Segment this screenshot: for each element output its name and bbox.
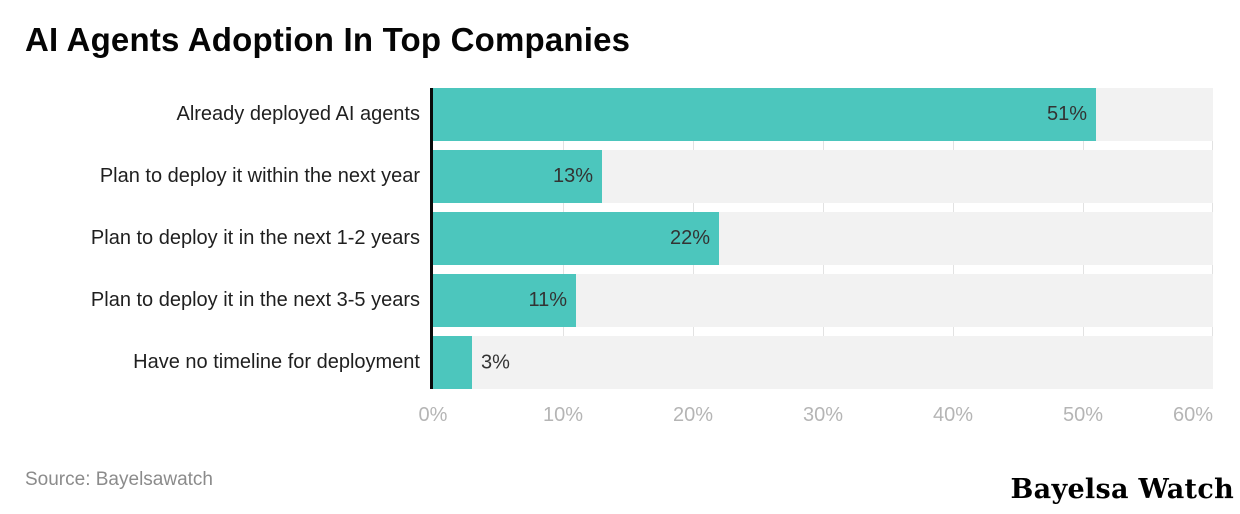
value-label: 11%	[528, 289, 567, 311]
category-label: Already deployed AI agents	[176, 103, 420, 125]
category-axis: Already deployed AI agents Plan to deplo…	[0, 88, 420, 389]
value-label: 3%	[481, 351, 510, 373]
value-label: 51%	[1046, 103, 1087, 125]
value-label: 22%	[669, 227, 710, 249]
value-label: 13%	[552, 165, 593, 187]
x-tick-label: 0%	[418, 404, 448, 426]
x-axis: 0% 10% 20% 30% 40% 50% 60%	[419, 404, 1213, 428]
bar: 51%	[433, 88, 1096, 141]
x-tick-label: 50%	[1062, 404, 1104, 426]
bar-track: 3%	[433, 336, 1213, 389]
bar-track: 11%	[433, 274, 1213, 327]
bar-track: 22%	[433, 212, 1213, 265]
bar-track: 51%	[433, 88, 1213, 141]
x-tick-label: 10%	[542, 404, 584, 426]
bar: 11%	[433, 274, 576, 327]
x-tick-label: 40%	[932, 404, 974, 426]
bar: 3%	[433, 336, 510, 389]
bar: 13%	[433, 150, 602, 203]
category-label: Plan to deploy it in the next 1-2 years	[90, 227, 420, 249]
chart-title: AI Agents Adoption In Top Companies	[25, 21, 631, 58]
bar-track: 13%	[433, 150, 1213, 203]
category-label: Plan to deploy it within the next year	[99, 165, 420, 187]
bar: 22%	[433, 212, 719, 265]
x-tick-label: 60%	[1172, 404, 1213, 426]
category-label: Plan to deploy it in the next 3-5 years	[90, 289, 420, 311]
brand-text: Bayelsa Watch	[1010, 474, 1234, 505]
x-tick-label: 30%	[802, 404, 844, 426]
source-text: Source: Bayelsawatch	[25, 469, 213, 490]
x-tick-label: 20%	[672, 404, 714, 426]
plot-area: 51% 13% 22% 11% 3%	[430, 88, 1213, 389]
category-label: Have no timeline for deployment	[133, 351, 420, 373]
